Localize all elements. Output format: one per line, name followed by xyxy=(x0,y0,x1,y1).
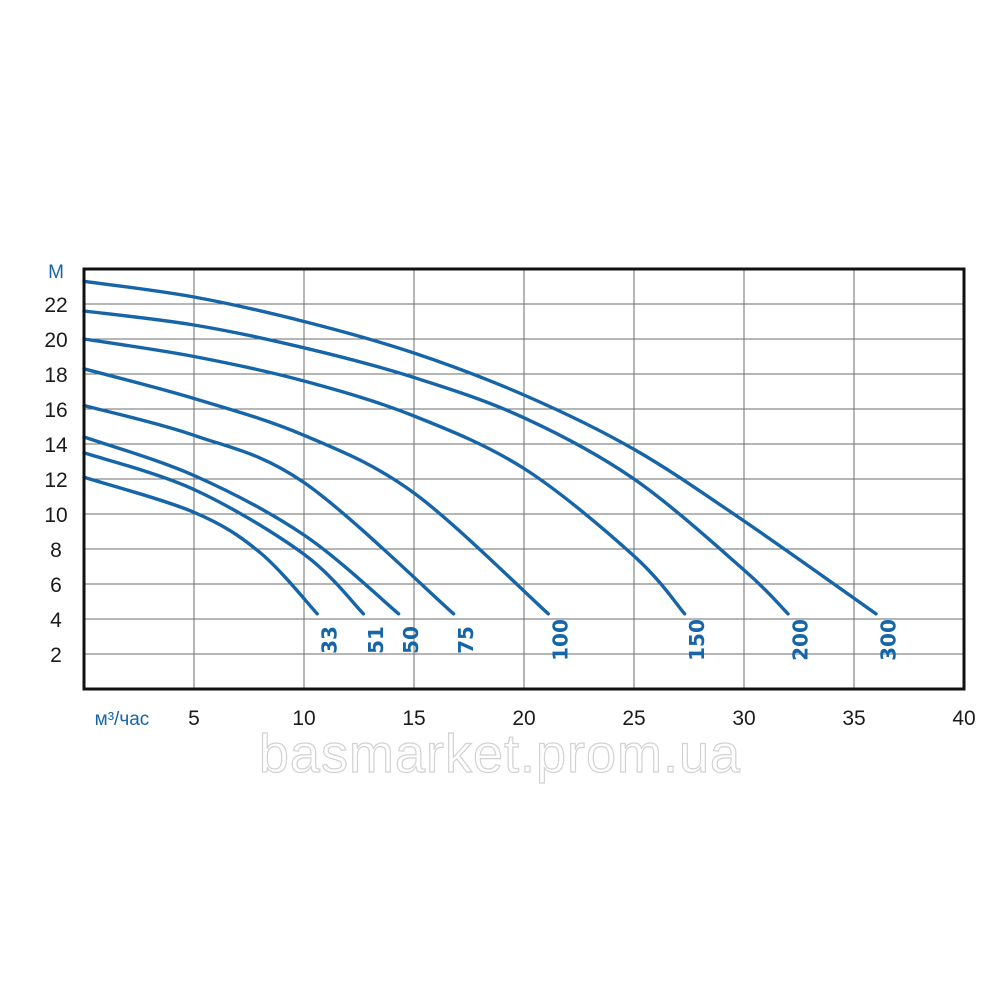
curves xyxy=(82,279,878,616)
curve-33 xyxy=(82,475,319,616)
y-tick-label-6: 6 xyxy=(50,574,62,597)
x-tick-label-25: 25 xyxy=(622,707,645,730)
x-tick-label-15: 15 xyxy=(402,707,425,730)
y-tick-label-22: 22 xyxy=(44,294,67,317)
x-tick-label-35: 35 xyxy=(842,707,865,730)
series-label-300: 300 xyxy=(877,619,901,661)
curve-150 xyxy=(82,337,687,616)
y-tick-label-16: 16 xyxy=(44,399,67,422)
y-tick-label-4: 4 xyxy=(50,609,62,632)
series-label-51: 51 xyxy=(364,626,388,654)
x-tick-label-5: 5 xyxy=(188,707,200,730)
y-tick-label-18: 18 xyxy=(44,364,67,387)
x-axis-label: м³/час xyxy=(95,709,150,730)
y-axis-label: М xyxy=(48,262,64,283)
curve-300 xyxy=(82,279,878,616)
x-tick-label-10: 10 xyxy=(292,707,315,730)
watermark-text: basmarket.prom.ua xyxy=(259,724,741,784)
curve-50 xyxy=(82,435,401,616)
series-label-75: 75 xyxy=(454,626,478,654)
curve-51 xyxy=(82,451,366,616)
y-tick-label-12: 12 xyxy=(44,469,67,492)
series-label-200: 200 xyxy=(789,619,813,661)
y-tick-label-2: 2 xyxy=(50,644,62,667)
plot-frame xyxy=(82,267,966,691)
series-label-150: 150 xyxy=(685,619,709,661)
y-tick-label-8: 8 xyxy=(50,539,62,562)
y-tick-labels: 2 4 6 8 10 12 14 16 18 20 22 xyxy=(44,294,68,667)
y-tick-label-20: 20 xyxy=(44,329,67,352)
y-tick-label-10: 10 xyxy=(44,504,67,527)
y-tick-label-14: 14 xyxy=(44,434,68,457)
curve-100 xyxy=(82,367,550,616)
series-labels: 33 51 50 75 100 150 200 300 xyxy=(318,619,901,661)
series-label-33: 33 xyxy=(318,626,342,654)
x-tick-label-30: 30 xyxy=(732,707,755,730)
curve-200 xyxy=(82,309,790,616)
curve-75 xyxy=(82,403,456,616)
x-tick-label-40: 40 xyxy=(952,707,975,730)
series-label-100: 100 xyxy=(549,619,573,661)
x-tick-label-20: 20 xyxy=(512,707,535,730)
x-tick-labels: 5 10 15 20 25 30 35 40 xyxy=(188,707,976,730)
grid xyxy=(84,269,964,689)
series-label-50: 50 xyxy=(399,626,423,654)
